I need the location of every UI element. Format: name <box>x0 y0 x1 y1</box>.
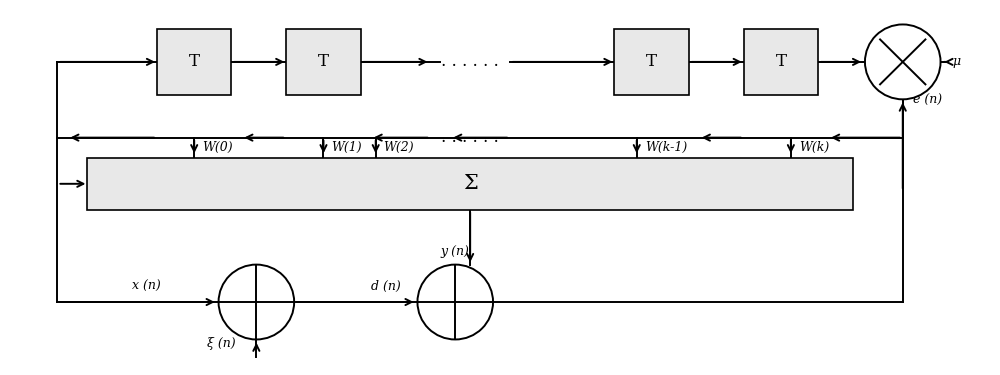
Text: T: T <box>318 53 329 70</box>
Text: ξ (n): ξ (n) <box>207 337 235 350</box>
Text: W(k-1): W(k-1) <box>645 141 687 154</box>
Bar <box>614 28 689 95</box>
Text: T: T <box>189 53 200 70</box>
Text: Σ: Σ <box>463 174 478 193</box>
Bar <box>157 28 231 95</box>
Ellipse shape <box>219 265 294 339</box>
Bar <box>286 28 361 95</box>
Text: W(2): W(2) <box>384 141 414 154</box>
Text: d (n): d (n) <box>371 280 400 293</box>
Text: T: T <box>646 53 657 70</box>
Text: W(k): W(k) <box>799 141 829 154</box>
Bar <box>744 28 818 95</box>
Text: T: T <box>775 53 786 70</box>
Text: e (n): e (n) <box>913 94 942 107</box>
Text: x (n): x (n) <box>132 280 161 293</box>
Text: W(0): W(0) <box>202 141 233 154</box>
Ellipse shape <box>865 24 941 99</box>
Text: y (n): y (n) <box>441 245 470 258</box>
Text: μ: μ <box>952 56 961 68</box>
Text: . . . . . .: . . . . . . <box>441 129 499 146</box>
Text: . . . . . .: . . . . . . <box>441 53 499 70</box>
Bar <box>87 158 853 210</box>
Ellipse shape <box>417 265 493 339</box>
Text: W(1): W(1) <box>331 141 362 154</box>
